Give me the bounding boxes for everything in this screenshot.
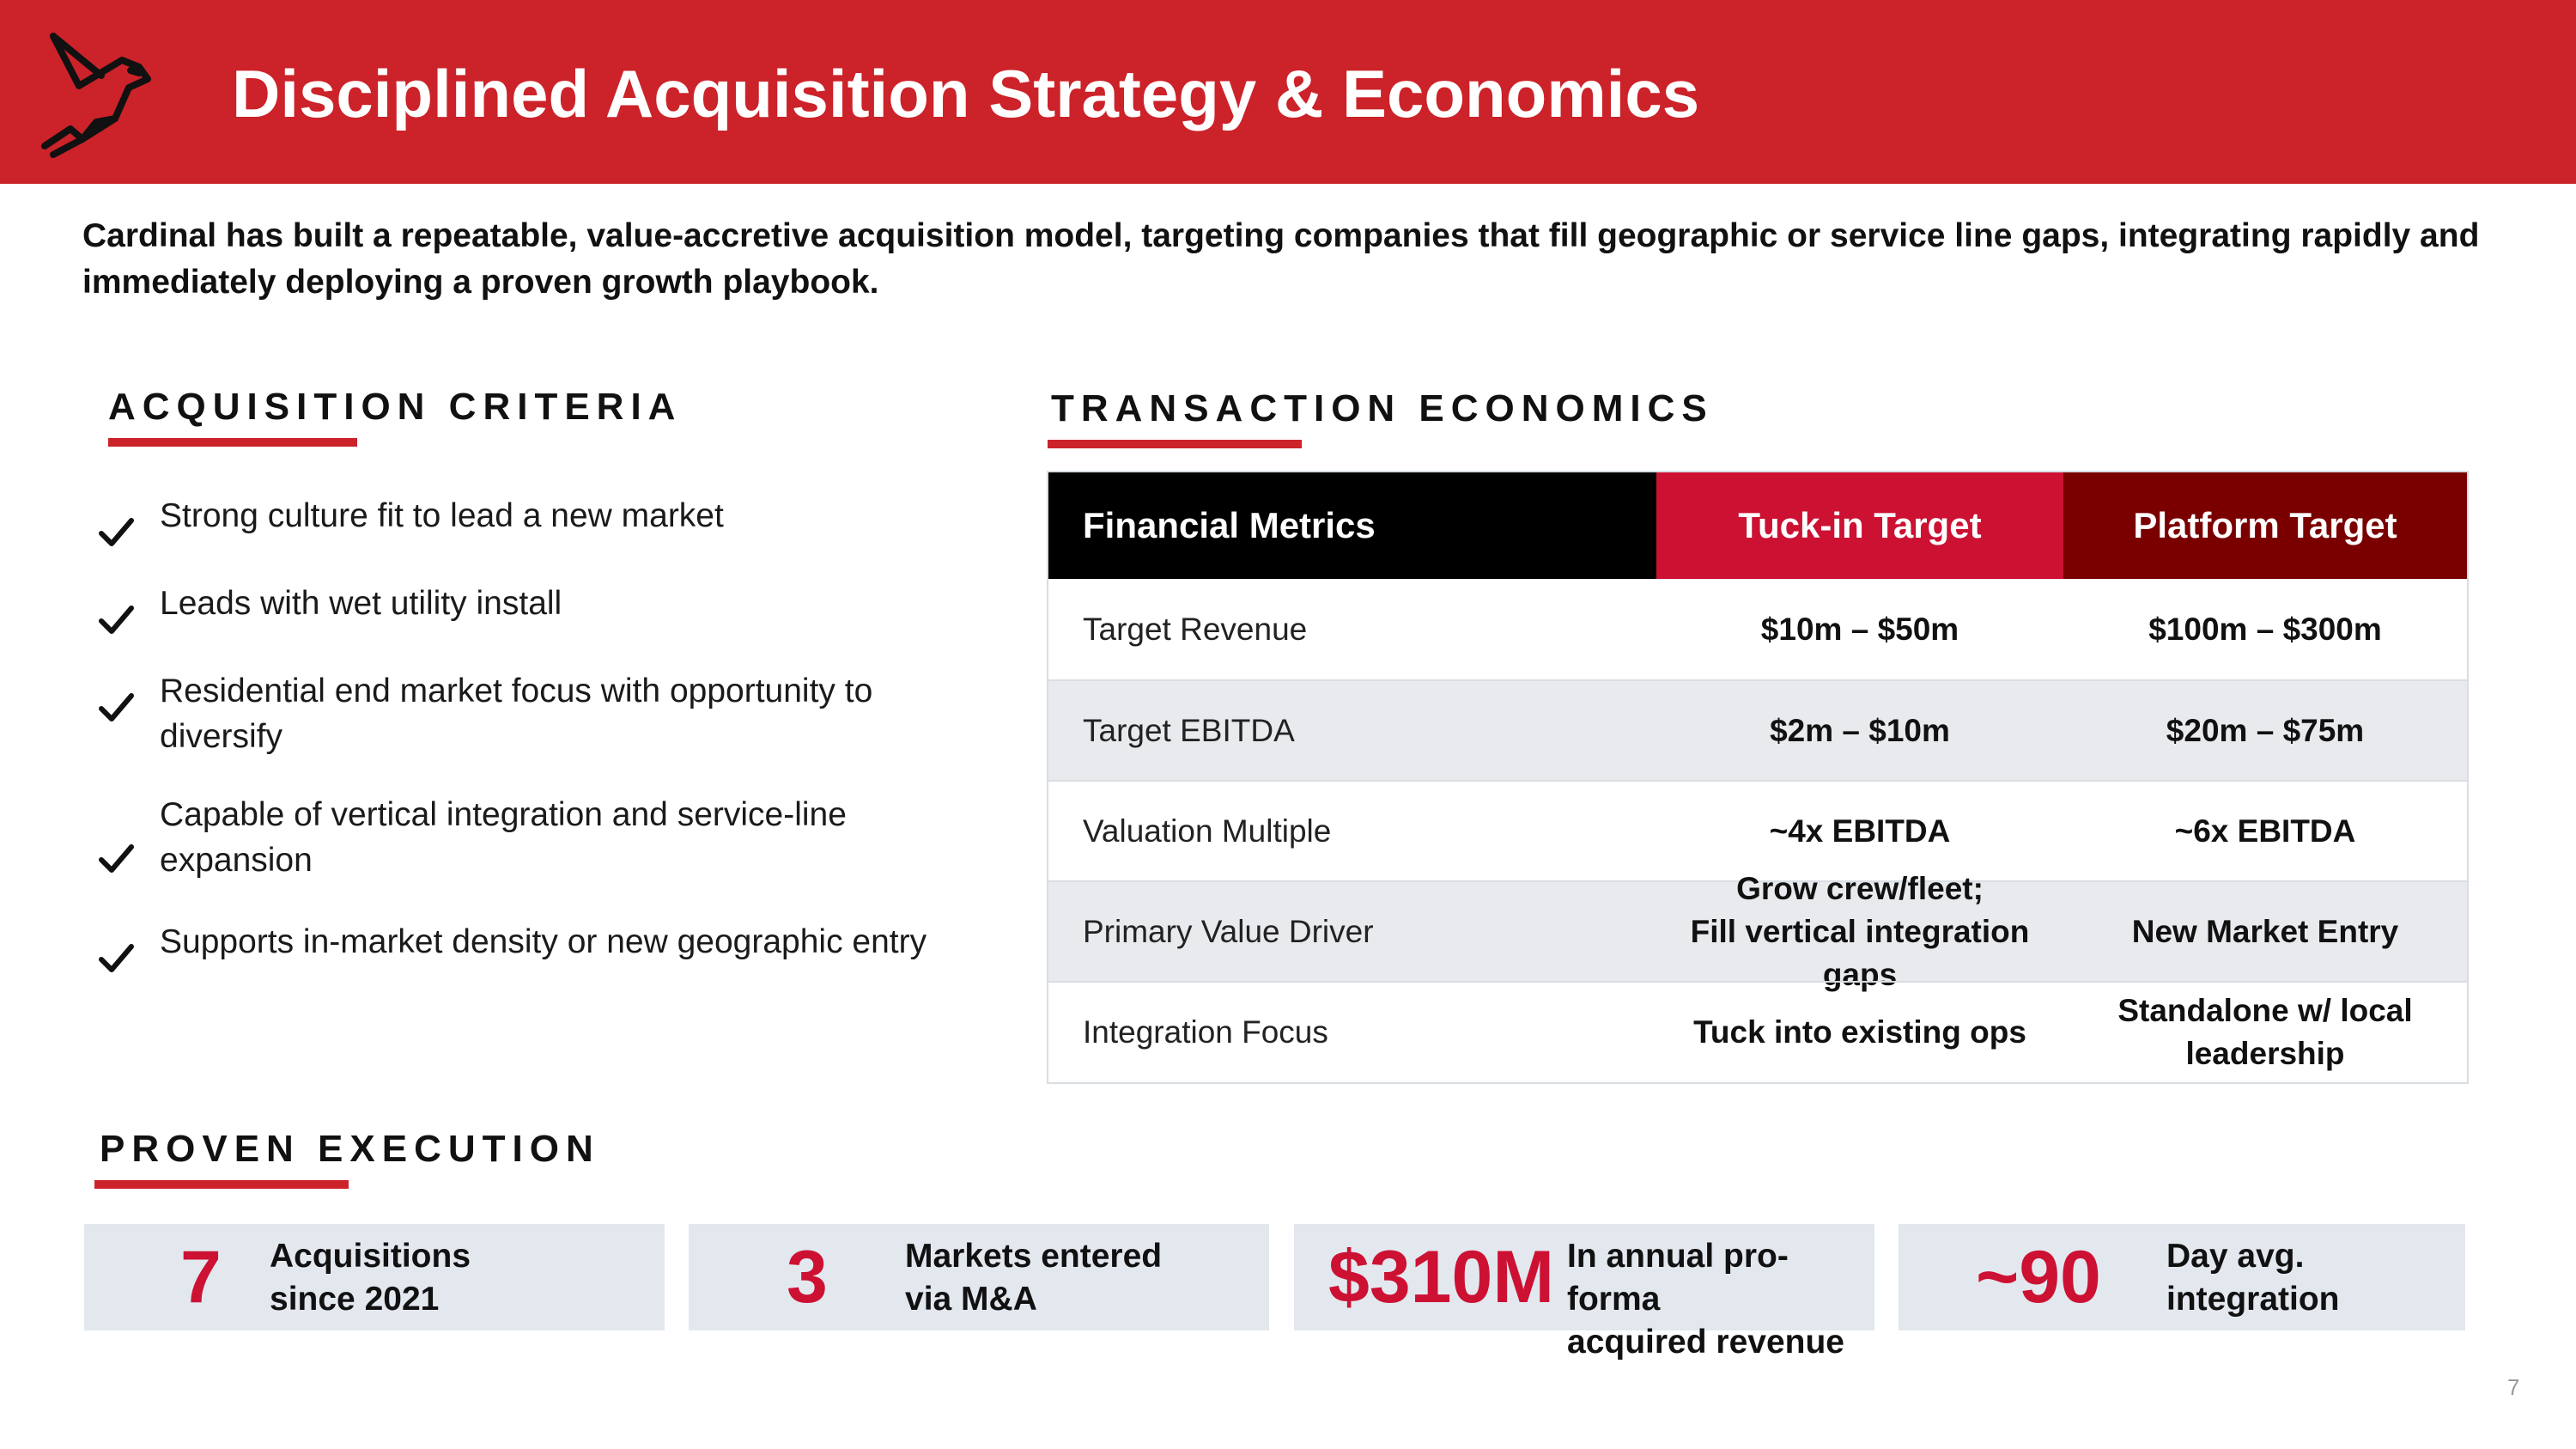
criteria-text: Residential end market focus with opport…	[160, 673, 873, 755]
stat-label-line2: integration	[2166, 1281, 2340, 1318]
platform-value: New Market Entry	[2131, 913, 2399, 949]
metric-label: Primary Value Driver	[1083, 913, 1374, 949]
stat-label: Acquisitions since 2021	[270, 1235, 471, 1321]
section-title-economics: TRANSACTION ECONOMICS	[1051, 387, 1714, 429]
section-title-execution: PROVEN EXECUTION	[100, 1128, 600, 1170]
stat-label: In annual pro-forma acquired revenue	[1567, 1235, 1874, 1364]
metric-label: Valuation Multiple	[1083, 813, 1332, 849]
stat-label-line1: Acquisitions	[270, 1238, 471, 1275]
tuckin-value: Grow crew/fleet; Fill vertical integrati…	[1656, 871, 2063, 992]
platform-value: $100m – $300m	[2148, 611, 2382, 647]
stat-label-line1: Markets entered	[905, 1238, 1163, 1275]
stat-value: $310M	[1328, 1235, 1554, 1318]
header-platform-target: Platform Target	[2063, 472, 2467, 579]
stat-value: ~90	[1976, 1235, 2101, 1318]
stat-label-line1: Day avg.	[2166, 1238, 2305, 1275]
metric-label: Target EBITDA	[1083, 712, 1295, 748]
intro-text: Cardinal has built a repeatable, value-a…	[82, 217, 2480, 301]
stat-label-line2: acquired revenue	[1567, 1324, 1844, 1361]
page-number: 7	[2507, 1374, 2520, 1400]
table-header-row: Financial Metrics Tuck-in Target Platfor…	[1048, 472, 2467, 579]
section-rule	[108, 438, 357, 447]
stat-value: 7	[180, 1235, 222, 1318]
criteria-text: Strong culture fit to lead a new market	[160, 497, 724, 534]
platform-value: Standalone w/ local leadership	[2063, 983, 2467, 1082]
checkmark-icon	[99, 693, 134, 721]
checkmark-icon	[99, 844, 134, 873]
section-title-criteria: ACQUISITION CRITERIA	[108, 386, 683, 428]
cardinal-bird-icon	[41, 33, 151, 158]
stat-label-line2: since 2021	[270, 1281, 440, 1318]
platform-value-line1: Standalone w/ local	[2117, 993, 2413, 1028]
stat-value: 3	[787, 1235, 828, 1318]
section-rule	[94, 1180, 349, 1189]
platform-value-line2: leadership	[2185, 1036, 2345, 1071]
table-row: Target Revenue $10m – $50m $100m – $300m	[1048, 579, 2467, 679]
header-financial-metrics: Financial Metrics	[1048, 472, 1656, 579]
tuckin-value: ~4x EBITDA	[1769, 813, 1951, 849]
criteria-text: Supports in-market density or new geogra…	[160, 923, 927, 960]
stat-label: Day avg. integration	[2166, 1235, 2340, 1321]
stat-label-line2: via M&A	[905, 1281, 1037, 1318]
header-tuckin-target: Tuck-in Target	[1656, 472, 2063, 579]
section-rule	[1048, 440, 1302, 448]
stat-card-integration: ~90 Day avg. integration	[1899, 1224, 2465, 1330]
header-bar: Disciplined Acquisition Strategy & Econo…	[0, 0, 2576, 184]
stat-label-line1: In annual pro-forma	[1567, 1238, 1789, 1318]
tuckin-value: Tuck into existing ops	[1693, 1014, 2026, 1050]
stat-card-revenue: $310M In annual pro-forma acquired reven…	[1294, 1224, 1874, 1361]
metric-label: Integration Focus	[1083, 1014, 1328, 1050]
checkmark-icon	[99, 944, 134, 972]
platform-value: ~6x EBITDA	[2174, 813, 2356, 849]
table-row: Primary Value Driver Grow crew/fleet; Fi…	[1048, 871, 2467, 992]
table-row: Integration Focus Tuck into existing ops…	[1048, 981, 2467, 1082]
platform-value: $20m – $75m	[2166, 712, 2365, 748]
metric-label: Target Revenue	[1083, 611, 1308, 647]
table-row: Target EBITDA $2m – $10m $20m – $75m	[1048, 679, 2467, 780]
criteria-text: Leads with wet utility install	[160, 585, 562, 622]
tuckin-value: $2m – $10m	[1770, 712, 1950, 748]
tuckin-value: $10m – $50m	[1760, 611, 1959, 647]
checkmark-icon	[99, 606, 134, 634]
tuckin-value-line1: Grow crew/fleet;	[1736, 870, 1984, 906]
criteria-text: Capable of vertical integration and serv…	[160, 796, 847, 879]
table-row: Valuation Multiple ~4x EBITDA ~6x EBITDA	[1048, 780, 2467, 880]
stat-card-markets: 3 Markets entered via M&A	[689, 1224, 1269, 1330]
checkmark-icon	[99, 518, 134, 546]
stat-card-acquisitions: 7 Acquisitions since 2021	[84, 1224, 665, 1330]
stat-label: Markets entered via M&A	[905, 1235, 1162, 1321]
economics-table: Financial Metrics Tuck-in Target Platfor…	[1047, 471, 2469, 1084]
page-title: Disciplined Acquisition Strategy & Econo…	[232, 56, 1700, 131]
tuckin-value-line2: Fill vertical integration gaps	[1690, 913, 2030, 992]
